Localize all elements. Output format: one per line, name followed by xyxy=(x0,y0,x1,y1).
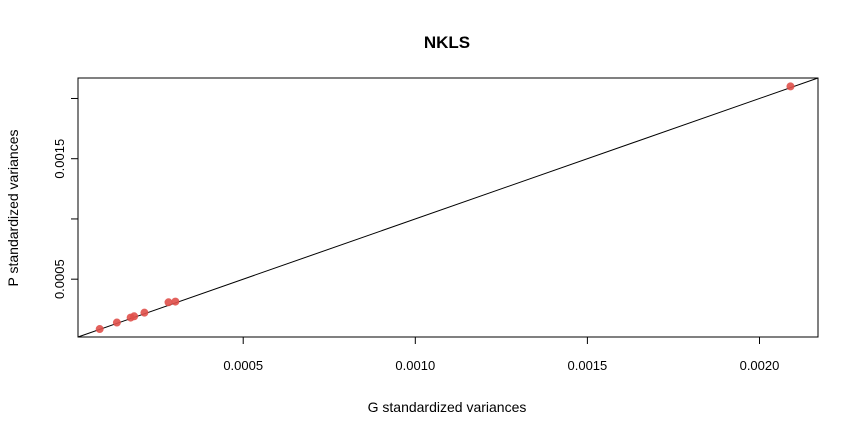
x-axis-label: G standardized variances xyxy=(368,399,527,415)
data-point xyxy=(95,325,104,334)
y-axis-label: P standardized variances xyxy=(5,130,21,287)
x-tick-label: 0.0005 xyxy=(223,358,263,373)
points-layer xyxy=(95,82,795,334)
x-axis: 0.0005 0.0010 0.0015 0.0020 xyxy=(223,336,780,373)
x-tick-label: 0.0020 xyxy=(740,358,780,373)
data-point xyxy=(164,298,173,307)
x-tick-label: 0.0015 xyxy=(568,358,608,373)
data-point xyxy=(130,312,139,321)
data-point xyxy=(140,308,149,317)
reference-line-layer xyxy=(77,77,819,338)
y-tick-label: 0.0015 xyxy=(52,139,67,179)
y-axis: 0.0005 0.0015 xyxy=(52,97,79,299)
identity-reference-line xyxy=(77,77,819,338)
data-point xyxy=(112,318,121,327)
y-tick-label: 0.0005 xyxy=(52,259,67,299)
chart-title: NKLS xyxy=(424,33,470,52)
data-point xyxy=(786,82,795,91)
data-point xyxy=(171,297,180,306)
x-tick-label: 0.0010 xyxy=(395,358,435,373)
